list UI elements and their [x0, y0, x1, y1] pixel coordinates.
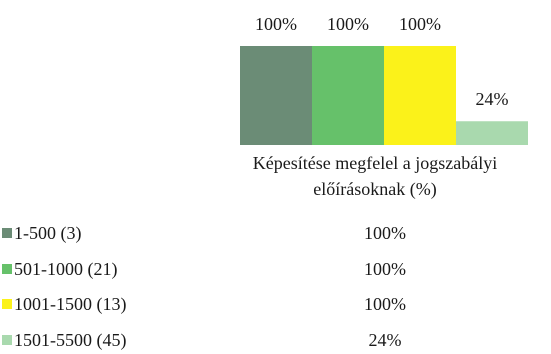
legend-swatch-2: [2, 263, 12, 274]
bar-3: [384, 46, 456, 145]
table-row: 1-500 (3) 100%: [0, 219, 551, 247]
legend-label-3: 1001-1500 (13): [14, 294, 127, 314]
table-value-1: 100%: [364, 223, 406, 243]
table-row: 501-1000 (21) 100%: [0, 255, 551, 283]
bar-2: [312, 46, 384, 145]
category-label: Képesítése megfelel a jogszabályi előírá…: [200, 150, 550, 202]
data-label-4: 24%: [476, 89, 509, 109]
data-label-3: 100%: [399, 14, 441, 34]
legend-label-1: 1-500 (3): [14, 223, 82, 243]
legend-swatch-1: [2, 228, 12, 238]
legend-label-2: 501-1000 (21): [14, 258, 118, 279]
category-label-line-1: Képesítése megfelel a jogszabályi: [252, 153, 498, 173]
legend-swatch-4: [2, 334, 12, 345]
table-value-4: 24%: [368, 329, 402, 350]
category-label-line-2: előírásoknak (%): [313, 179, 437, 199]
table-value-3: 100%: [364, 294, 406, 314]
bar-4: [456, 121, 528, 145]
legend-label-4: 1501-5500 (45): [14, 329, 127, 350]
bar-1: [240, 46, 312, 145]
table-row: 1501-5500 (45) 24%: [0, 326, 551, 354]
data-label-1: 100%: [255, 14, 297, 34]
legend-swatch-3: [2, 299, 12, 309]
table-value-2: 100%: [364, 258, 406, 279]
data-label-2: 100%: [327, 14, 369, 34]
table-row: 1001-1500 (13) 100%: [0, 290, 551, 318]
